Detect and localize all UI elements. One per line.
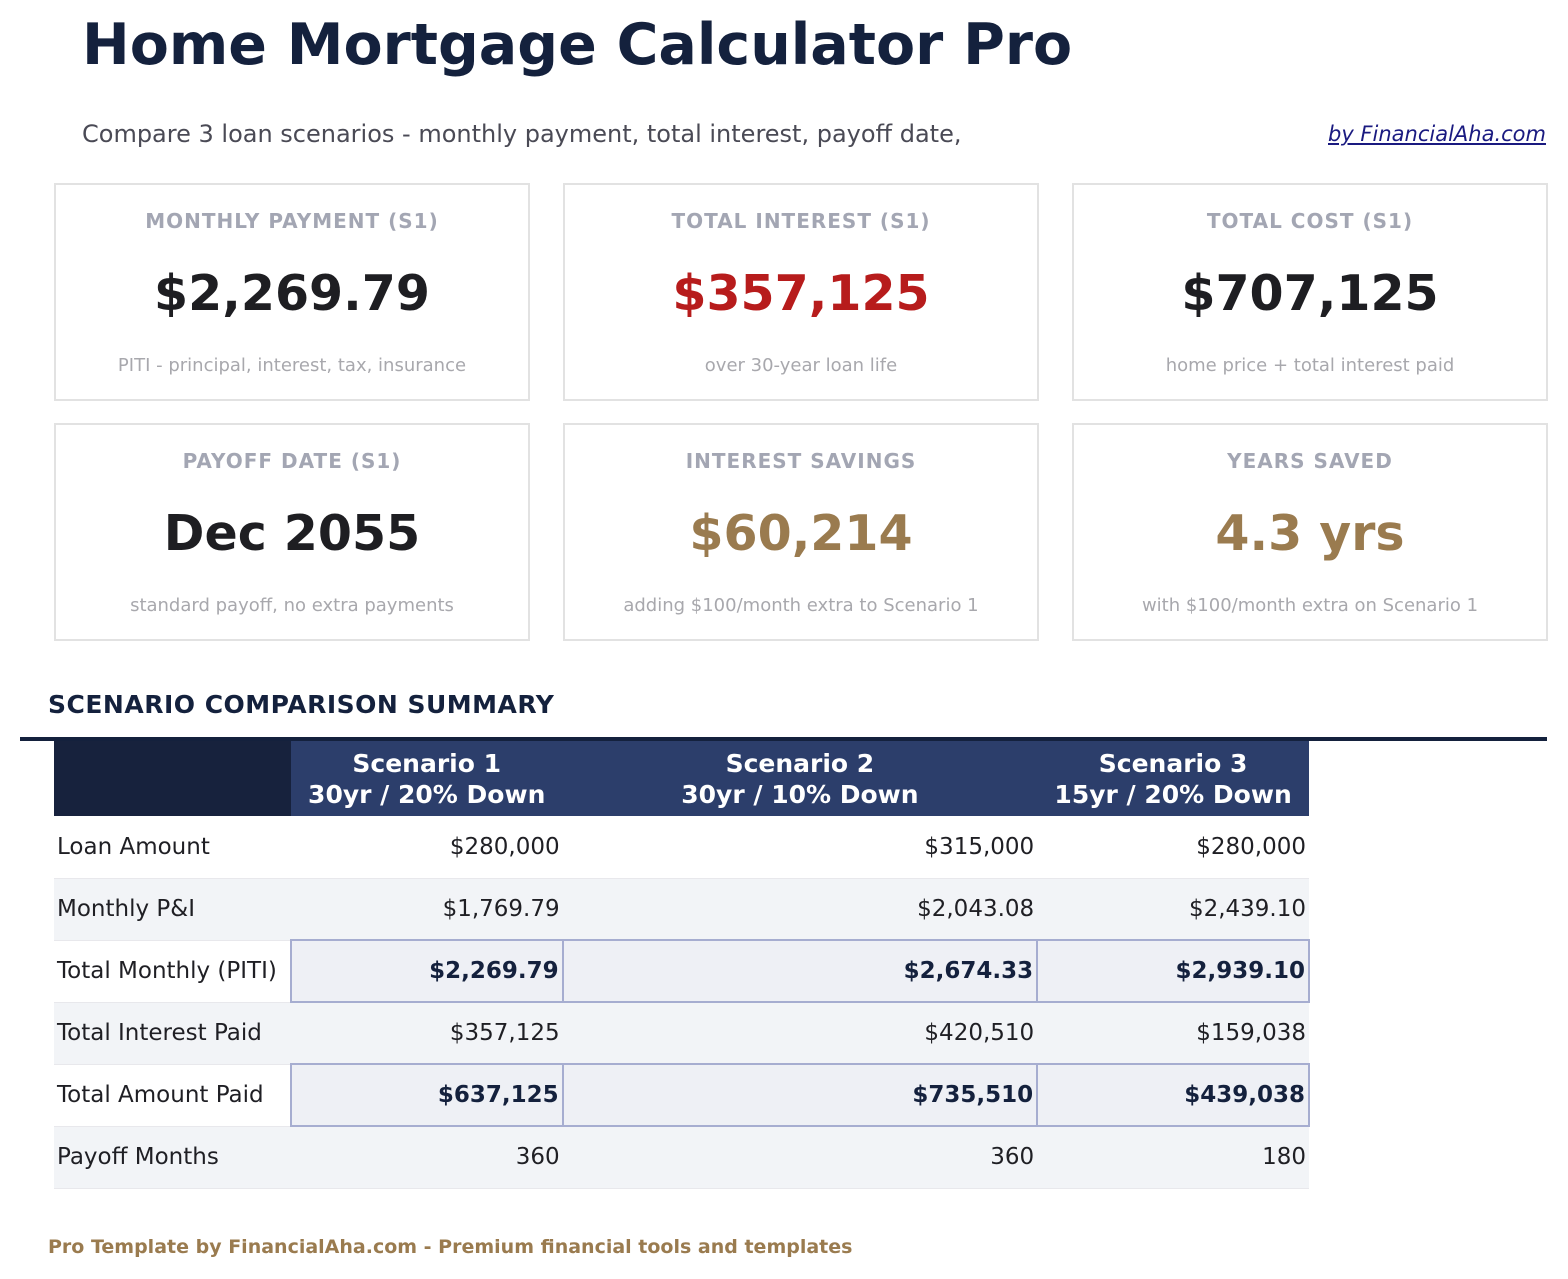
header-scenario-2: Scenario 2 30yr / 10% Down xyxy=(562,741,1038,816)
card-value: Dec 2055 xyxy=(163,505,421,562)
row-label: Payoff Months xyxy=(54,1126,291,1189)
card-note: standard payoff, no extra payments xyxy=(130,595,454,616)
cell-scenario-3: $2,939.10 xyxy=(1036,939,1310,1003)
cell-scenario-3: $2,439.10 xyxy=(1037,878,1309,941)
table-row: Loan Amount $280,000 $315,000 $280,000 xyxy=(54,816,1309,879)
cell-scenario-1: 360 xyxy=(290,1126,563,1189)
table-row: Total Monthly (PITI) $2,269.79 $2,674.33 $2… xyxy=(54,939,1310,1003)
section-heading: SCENARIO COMPARISON SUMMARY xyxy=(48,690,555,719)
card-value: 4.3 yrs xyxy=(1215,505,1405,562)
section-divider xyxy=(20,737,1547,741)
cell-scenario-1: $280,000 xyxy=(290,816,563,879)
cell-scenario-1: $1,769.79 xyxy=(290,878,563,941)
card-label: INTEREST SAVINGS xyxy=(685,449,917,473)
cell-scenario-1: $637,125 xyxy=(289,1063,564,1127)
cell-scenario-2: $420,510 xyxy=(562,1002,1038,1065)
card-label: TOTAL INTEREST (S1) xyxy=(671,209,931,233)
page-title: Home Mortgage Calculator Pro xyxy=(82,12,1073,78)
header-corner xyxy=(54,741,291,816)
header-scenario-3: Scenario 3 15yr / 20% Down xyxy=(1037,741,1309,816)
card-note: adding $100/month extra to Scenario 1 xyxy=(623,595,979,616)
row-label: Total Interest Paid xyxy=(54,1002,291,1065)
card-label: MONTHLY PAYMENT (S1) xyxy=(145,209,439,233)
byline-link[interactable]: by FinancialAha.com xyxy=(1328,122,1546,146)
cell-scenario-2: $2,043.08 xyxy=(562,878,1038,941)
page-subtitle: Compare 3 loan scenarios - monthly payme… xyxy=(82,120,962,148)
card-label: PAYOFF DATE (S1) xyxy=(182,449,402,473)
card-total-cost: TOTAL COST (S1) $707,125 home price + to… xyxy=(1072,183,1548,401)
card-total-interest: TOTAL INTEREST (S1) $357,125 over 30-yea… xyxy=(563,183,1039,401)
card-label: TOTAL COST (S1) xyxy=(1206,209,1414,233)
cell-scenario-2: 360 xyxy=(562,1126,1038,1189)
card-value: $707,125 xyxy=(1181,265,1439,322)
table-header: Scenario 1 30yr / 20% Down Scenario 2 30yr… xyxy=(54,741,1309,816)
row-label: Loan Amount xyxy=(54,816,291,879)
table-row: Total Amount Paid $637,125 $735,510 $439,03… xyxy=(54,1063,1310,1127)
table-row: Total Interest Paid $357,125 $420,510 $159,… xyxy=(54,1002,1309,1065)
table-row: Monthly P&I $1,769.79 $2,043.08 $2,439.10 xyxy=(54,878,1309,941)
card-label: YEARS SAVED xyxy=(1227,449,1393,473)
card-monthly-payment: MONTHLY PAYMENT (S1) $2,269.79 PITI - pr… xyxy=(54,183,530,401)
card-note: home price + total interest paid xyxy=(1165,355,1455,376)
comparison-table: Scenario 1 30yr / 20% Down Scenario 2 30yr… xyxy=(54,741,1310,1189)
cell-scenario-2: $315,000 xyxy=(562,816,1038,879)
card-years-saved: YEARS SAVED 4.3 yrs with $100/month extr… xyxy=(1072,423,1548,641)
row-label: Monthly P&I xyxy=(54,878,291,941)
card-note: PITI - principal, interest, tax, insuran… xyxy=(117,355,467,376)
table-row: Payoff Months 360 360 180 xyxy=(54,1126,1309,1189)
cell-scenario-2: $735,510 xyxy=(561,1063,1039,1127)
card-interest-savings: INTEREST SAVINGS $60,214 adding $100/mon… xyxy=(563,423,1039,641)
cell-scenario-3: $439,038 xyxy=(1036,1063,1310,1127)
cell-scenario-3: $159,038 xyxy=(1037,1002,1309,1065)
row-label: Total Monthly (PITI) xyxy=(54,940,291,1003)
card-value: $2,269.79 xyxy=(154,265,430,322)
cell-scenario-3: $280,000 xyxy=(1037,816,1309,879)
header-scenario-1: Scenario 1 30yr / 20% Down xyxy=(290,741,563,816)
footer-text: Pro Template by FinancialAha.com - Premi… xyxy=(48,1236,853,1258)
card-note: over 30-year loan life xyxy=(704,355,898,376)
card-value: $60,214 xyxy=(689,505,913,562)
row-label: Total Amount Paid xyxy=(54,1064,291,1127)
card-payoff-date: PAYOFF DATE (S1) Dec 2055 standard payof… xyxy=(54,423,530,641)
cell-scenario-2: $2,674.33 xyxy=(561,939,1039,1003)
card-value: $357,125 xyxy=(672,265,930,322)
cell-scenario-1: $2,269.79 xyxy=(289,939,564,1003)
cell-scenario-1: $357,125 xyxy=(290,1002,563,1065)
card-note: with $100/month extra on Scenario 1 xyxy=(1141,595,1479,616)
cell-scenario-3: 180 xyxy=(1037,1126,1309,1189)
